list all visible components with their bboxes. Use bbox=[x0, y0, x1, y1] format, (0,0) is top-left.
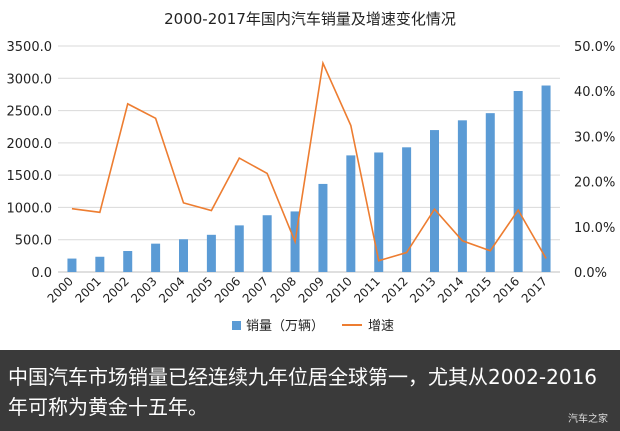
x-tick-label: 2011 bbox=[351, 274, 382, 305]
left-axis: 0.0 500.0 1000.0 1500.0 2000.0 2500.0 3000.0 35… bbox=[7, 40, 560, 281]
bar bbox=[402, 147, 412, 272]
left-tick-label: 0.0 bbox=[31, 266, 52, 281]
watermark: 汽车之家 bbox=[568, 414, 608, 425]
bar bbox=[179, 239, 188, 272]
left-tick-label: 1000.0 bbox=[7, 201, 53, 216]
chart-title: 2000-2017年国内汽车销量及增速变化情况 bbox=[164, 10, 456, 28]
x-tick-label: 2017 bbox=[519, 274, 550, 305]
x-tick-label: 2007 bbox=[240, 274, 271, 305]
left-tick-label: 2000.0 bbox=[7, 137, 53, 152]
right-tick-label: 10.0% bbox=[574, 221, 615, 236]
x-tick-label: 2003 bbox=[128, 274, 159, 305]
bar bbox=[123, 251, 133, 272]
legend-bar-label: 销量（万辆） bbox=[246, 319, 324, 334]
left-tick-label: 2500.0 bbox=[7, 105, 53, 120]
bar bbox=[346, 155, 356, 272]
x-tick-label: 2001 bbox=[72, 274, 103, 305]
x-tick-label: 2016 bbox=[491, 274, 522, 305]
bar bbox=[234, 225, 244, 272]
right-tick-label: 50.0% bbox=[574, 40, 615, 55]
x-tick-label: 2008 bbox=[268, 274, 299, 305]
x-tick-label: 2010 bbox=[323, 274, 354, 305]
line-series bbox=[71, 60, 547, 262]
left-tick-label: 3500.0 bbox=[7, 40, 53, 55]
bar bbox=[67, 258, 77, 272]
right-tick-label: 30.0% bbox=[574, 130, 615, 145]
growth-line bbox=[71, 60, 547, 262]
caption-text: 中国汽车市场销量已经连续九年位居全球第一，尤其从2002-2016年可称为黄金十… bbox=[8, 365, 598, 419]
x-tick-label: 2005 bbox=[184, 274, 215, 305]
bar bbox=[95, 256, 105, 272]
x-tick-label: 2009 bbox=[296, 274, 327, 305]
chart: 2000-2017年国内汽车销量及增速变化情况 0.0 500.0 1000.0 15… bbox=[7, 10, 616, 334]
x-tick-label: 2014 bbox=[435, 274, 466, 305]
bar bbox=[541, 85, 551, 272]
bar bbox=[151, 243, 161, 272]
bar bbox=[430, 130, 439, 272]
x-tick-label: 2006 bbox=[212, 274, 243, 305]
bar-series bbox=[67, 85, 551, 272]
bar bbox=[318, 183, 328, 272]
right-tick-label: 0.0% bbox=[574, 266, 607, 281]
x-tick-label: 2015 bbox=[463, 274, 494, 305]
legend: 销量（万辆） 增速 bbox=[232, 319, 394, 334]
right-tick-label: 20.0% bbox=[574, 176, 615, 191]
x-axis: 2000200120022003200420052006200720082009… bbox=[45, 274, 551, 305]
bar bbox=[206, 234, 216, 272]
left-tick-label: 1500.0 bbox=[7, 169, 53, 184]
x-tick-label: 2004 bbox=[156, 274, 187, 305]
bar bbox=[374, 152, 384, 272]
bar bbox=[485, 113, 495, 272]
legend-line-label: 增速 bbox=[368, 319, 394, 334]
x-tick-label: 2002 bbox=[100, 274, 131, 305]
left-tick-label: 3000.0 bbox=[7, 72, 53, 87]
x-tick-label: 2013 bbox=[407, 274, 438, 305]
right-axis: 0.0% 10.0% 20.0% 30.0% 40.0% 50.0% bbox=[574, 40, 615, 281]
bar bbox=[262, 215, 272, 272]
caption-bar: 中国汽车市场销量已经连续九年位居全球第一，尤其从2002-2016年可称为黄金十… bbox=[0, 350, 620, 431]
x-tick-label: 2012 bbox=[379, 274, 410, 305]
right-tick-label: 40.0% bbox=[574, 85, 615, 100]
left-tick-label: 500.0 bbox=[15, 234, 52, 249]
bar bbox=[513, 91, 523, 272]
bar bbox=[457, 120, 467, 272]
legend-bar-swatch bbox=[232, 321, 241, 330]
